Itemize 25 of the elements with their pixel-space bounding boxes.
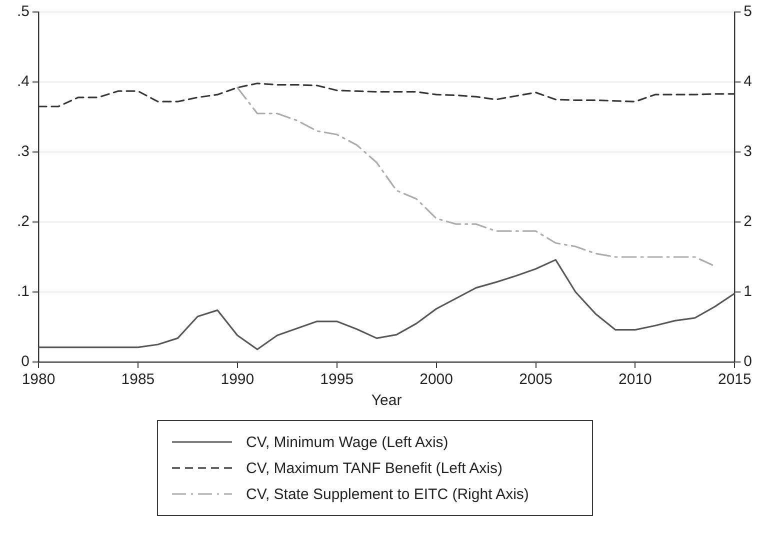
y2-tick-label: 4: [744, 73, 752, 90]
y2-tick-label: 3: [744, 143, 752, 160]
legend-label: CV, Minimum Wage (Left Axis): [246, 434, 448, 450]
y2-tick-label: 2: [744, 213, 752, 230]
y-tick-label: .2: [16, 213, 30, 230]
x-tick-label: 1980: [22, 371, 56, 388]
x-axis-title: Year: [371, 392, 402, 410]
x-tick-label: 2000: [420, 371, 453, 388]
x-tick-label: 2010: [618, 371, 652, 388]
x-tick-label: 2005: [519, 371, 552, 388]
legend-label: CV, Maximum TANF Benefit (Left Axis): [246, 460, 502, 476]
x-tick-label: 2015: [718, 371, 752, 388]
y-tick-label: .3: [16, 143, 30, 160]
x-tick-label: 1995: [320, 371, 354, 388]
x-tick-label: 1990: [220, 371, 254, 388]
y-tick-label: .5: [16, 3, 30, 20]
y-tick-label: .4: [16, 73, 30, 90]
y2-tick-label: 1: [744, 283, 752, 300]
line-series: [236, 86, 716, 267]
y-tick-label: 0: [21, 353, 30, 370]
x-tick-label: 1985: [121, 371, 155, 388]
y-tick-label: .1: [16, 283, 30, 300]
y2-tick-label: 5: [744, 3, 752, 20]
y2-tick-label: 0: [744, 353, 752, 370]
legend-label: CV, State Supplement to EITC (Right Axis): [246, 486, 529, 502]
